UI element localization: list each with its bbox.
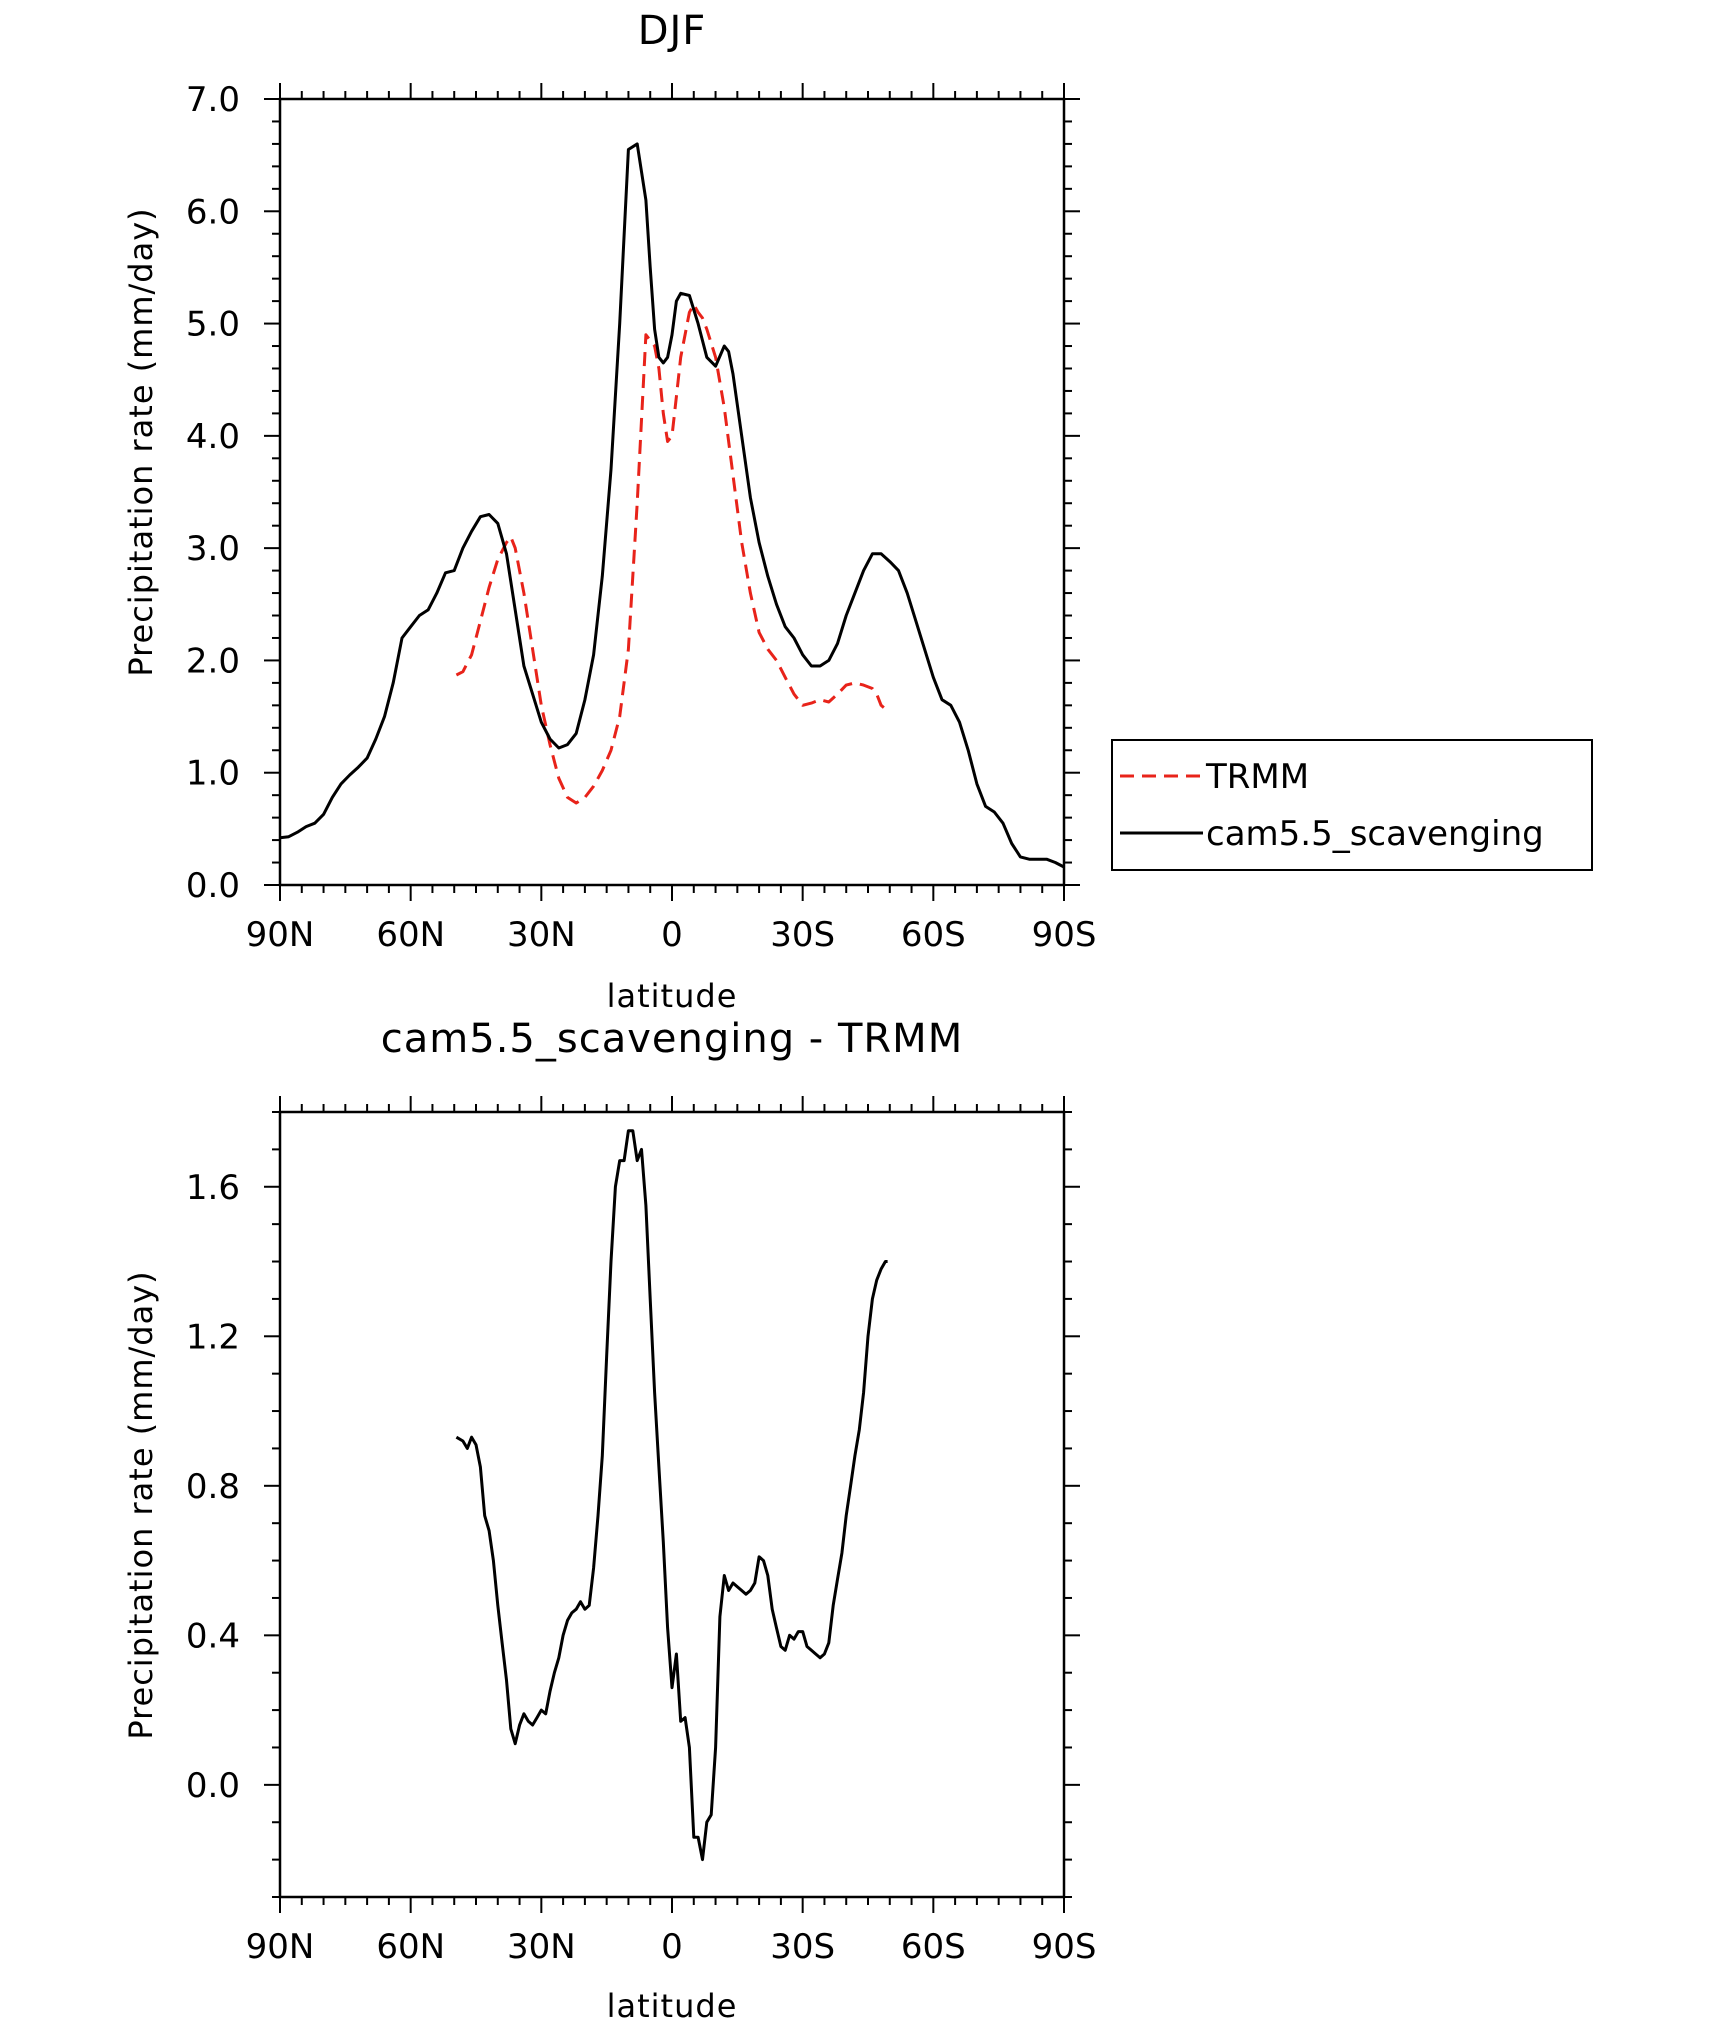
x-tick-label: 60S <box>901 915 966 955</box>
x-tick-label: 90N <box>246 915 315 955</box>
legend: TRMM cam5.5_scavenging <box>1111 739 1593 871</box>
y-tick-label: 4.0 <box>186 417 240 457</box>
y-tick-label: 5.0 <box>186 305 240 345</box>
x-tick-label: 90S <box>1032 915 1097 955</box>
y-tick-label: 0.4 <box>186 1616 240 1656</box>
axis-ticks-group <box>264 1096 1080 1913</box>
tick-labels-group: 90N 60N 30N 0 30S 60S 90S 0.0 0.4 0.8 1.2 1.6 <box>186 1168 1097 1967</box>
x-tick-label: 0 <box>661 915 683 955</box>
x-axis-label: latitude <box>607 1987 738 2021</box>
panel-djf: DJF 90N 60N 30N 0 30S 60S 90S 0.0 1.0 2.0 3.0 4.0 5.… <box>122 8 1096 1015</box>
y-tick-label: 0.0 <box>186 1766 240 1806</box>
series-lines-group <box>455 1129 888 1862</box>
legend-label-trmm: TRMM <box>1205 757 1309 797</box>
x-tick-label: 0 <box>661 1927 683 1967</box>
x-tick-label: 30S <box>770 915 835 955</box>
y-tick-label: 3.0 <box>186 529 240 569</box>
y-axis-label: Precipitation rate (mm/day) <box>122 1270 160 1739</box>
series-lines-group <box>279 142 1065 869</box>
legend-label-cam: cam5.5_scavenging <box>1206 814 1544 854</box>
chart-title-djf: DJF <box>638 8 707 54</box>
axis-ticks-group <box>264 83 1080 901</box>
x-tick-label: 30N <box>507 1927 576 1967</box>
y-tick-label: 0.8 <box>186 1467 240 1507</box>
x-tick-label: 30N <box>507 915 576 955</box>
plot-frame <box>278 97 1066 887</box>
chart-title-difference: cam5.5_scavenging - TRMM <box>381 1016 963 1062</box>
y-tick-label: 2.0 <box>186 641 240 681</box>
x-tick-label: 90S <box>1032 1927 1097 1967</box>
y-tick-label: 7.0 <box>186 80 240 120</box>
series-line-cam5-5-scavenging <box>279 142 1065 869</box>
series-line-trmm <box>455 303 889 805</box>
y-tick-label: 1.6 <box>186 1168 240 1208</box>
x-tick-label: 60N <box>376 915 445 955</box>
y-tick-label: 0.0 <box>186 866 240 906</box>
y-tick-label: 1.2 <box>186 1317 240 1357</box>
y-tick-label: 1.0 <box>186 754 240 794</box>
plot-frame <box>278 1110 1066 1899</box>
x-tick-label: 30S <box>770 1927 835 1967</box>
series-line-difference <box>455 1129 888 1862</box>
y-tick-label: 6.0 <box>186 192 240 232</box>
legend-box <box>1111 739 1593 871</box>
y-axis-label: Precipitation rate (mm/day) <box>122 207 160 676</box>
x-tick-label: 90N <box>246 1927 315 1967</box>
x-tick-label: 60N <box>376 1927 445 1967</box>
tick-labels-group: 90N 60N 30N 0 30S 60S 90S 0.0 1.0 2.0 3.0 4.0 5.0 6.0… <box>186 80 1097 955</box>
x-axis-label: latitude <box>607 977 738 1015</box>
panel-difference: cam5.5_scavenging - TRMM 90N 60N 30N 0 30S 60… <box>122 1016 1096 2021</box>
x-tick-label: 60S <box>901 1927 966 1967</box>
